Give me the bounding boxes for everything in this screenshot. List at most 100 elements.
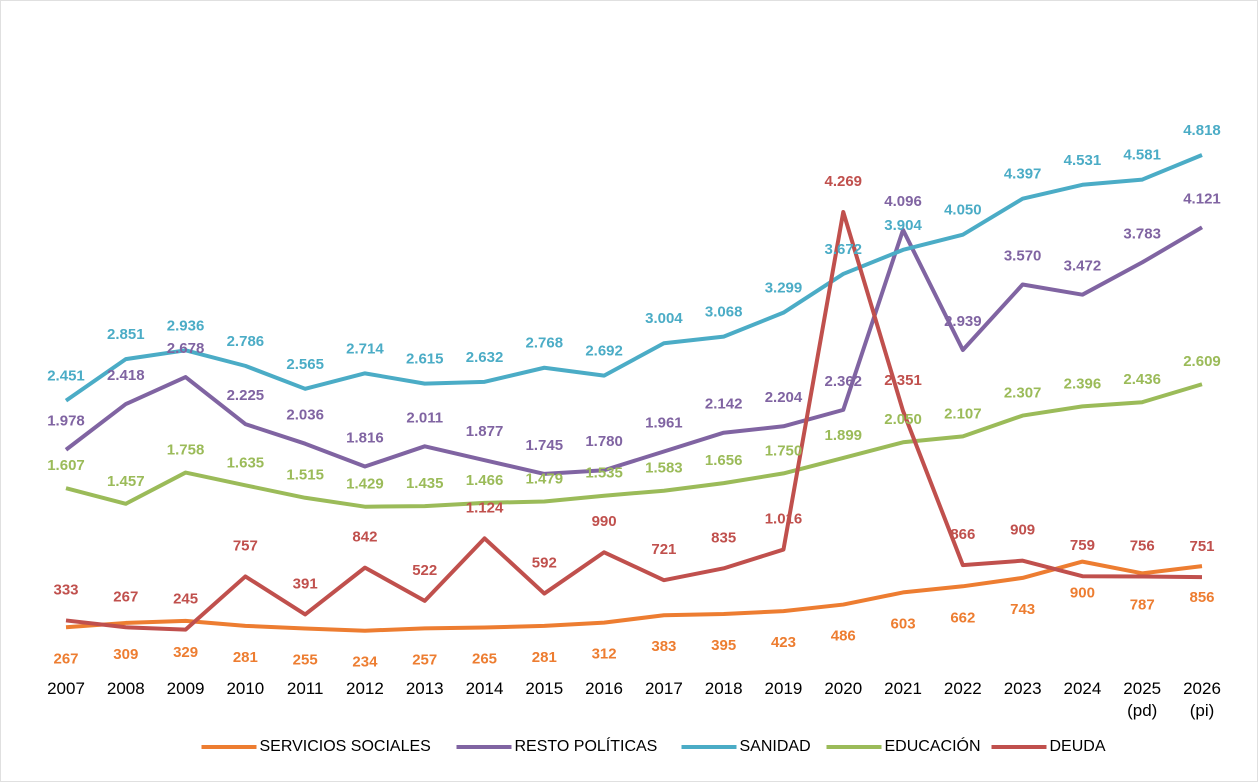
x-tick-label: 2018 [704,679,743,698]
x-tick-label: 2007 [47,679,85,698]
x-tick-label: 2017 [644,679,683,698]
data-label: 1.899 [824,427,862,444]
data-label: 1.877 [466,423,504,440]
data-label: 383 [651,638,676,655]
data-label: 2.351 [884,372,922,389]
x-tick-label: 2010 [226,679,265,698]
data-label: 2.851 [107,326,145,343]
data-label: 2.609 [1183,353,1221,370]
data-label: 662 [950,609,975,626]
data-label: 309 [113,646,138,663]
data-label: 2.204 [765,389,803,406]
data-label: 486 [831,628,856,645]
data-label: 391 [293,575,318,592]
data-label: 1.124 [466,499,504,516]
data-label: 1.758 [167,442,205,459]
x-tick-label: 2025 (pd) [1123,679,1162,720]
data-label: 2.768 [526,335,564,352]
x-tick-label: 2015 [525,679,564,698]
data-label: 1.016 [765,511,803,528]
x-tick-label: 2019 [764,679,803,698]
data-label: 1.745 [526,437,564,454]
x-tick-label: 2022 [943,679,982,698]
data-label: 2.011 [406,409,443,426]
data-label: 4.121 [1183,190,1221,207]
legend-label: SANIDAD [740,738,811,755]
legend-label: SERVICIOS SOCIALES [260,738,431,755]
data-label: 4.531 [1064,152,1102,169]
data-label: 4.096 [884,193,922,210]
data-label: 1.429 [346,476,384,493]
data-label: 1.780 [585,433,623,450]
data-label: 2.565 [286,356,324,373]
legend-label: RESTO POLÍTICAS [515,736,658,755]
data-label: 1.479 [526,470,564,487]
data-label: 759 [1070,537,1095,554]
data-label: 756 [1130,538,1155,555]
data-label: 1.816 [346,430,384,447]
data-label: 522 [412,562,437,579]
data-label: 842 [352,529,377,546]
legend-label: EDUCACIÓN [885,736,981,755]
data-label: 2.692 [585,343,623,360]
data-label: 255 [293,652,318,669]
data-label: 3.783 [1123,225,1161,242]
data-label: 743 [1010,601,1035,618]
data-label: 1.978 [47,413,85,430]
data-label: 2.362 [824,373,862,390]
data-label: 2.678 [167,340,205,357]
data-label: 3.472 [1064,258,1102,275]
data-label: 2.615 [406,351,444,368]
x-tick-label: 2023 [1003,679,1042,698]
data-label: 267 [113,588,138,605]
data-label: 866 [950,526,975,543]
data-label: 1.583 [645,460,683,477]
data-label: 4.050 [944,202,982,219]
data-label: 1.607 [47,457,85,474]
x-tick-label: 2014 [465,679,504,698]
series-line [64,225,1204,476]
data-label: 257 [412,651,437,668]
data-label: 4.397 [1004,166,1042,183]
data-label: 2.436 [1123,371,1161,388]
x-tick-label: 2011 [286,679,324,698]
data-label: 312 [592,646,617,663]
series-line [65,559,1203,633]
data-label: 1.457 [107,473,145,490]
data-label: 2.307 [1004,385,1042,402]
data-label: 835 [711,529,736,546]
data-label: 2.142 [705,396,743,413]
data-label: 1.515 [286,467,324,484]
data-label: 1.961 [645,414,683,431]
series-line [65,382,1203,509]
data-label: 990 [592,513,617,530]
x-tick-label: 2012 [346,679,384,698]
data-label: 3.068 [705,304,743,321]
data-label: 856 [1189,589,1214,606]
data-label: 2.451 [47,368,85,385]
x-tick-label: 2021 [884,679,922,698]
data-label: 245 [173,591,198,608]
data-label: 2.225 [227,387,265,404]
data-label: 281 [233,649,258,666]
data-label: 234 [352,654,378,671]
data-label: 751 [1189,538,1214,555]
data-label: 329 [173,644,198,661]
data-label: 2.396 [1064,375,1102,392]
data-label: 4.581 [1123,147,1161,164]
data-label: 787 [1130,596,1155,613]
data-label: 1.535 [585,465,623,482]
data-label: 2.036 [286,407,324,424]
data-label: 1.656 [705,452,743,469]
data-label: 3.004 [645,310,683,327]
data-label: 900 [1070,585,1095,602]
data-label: 1.635 [227,454,265,471]
data-label: 2.714 [346,340,384,357]
data-label: 423 [771,634,796,651]
x-tick-label: 2009 [166,679,205,698]
x-tick-label: 2020 [824,679,863,698]
data-label: 3.299 [765,280,803,297]
